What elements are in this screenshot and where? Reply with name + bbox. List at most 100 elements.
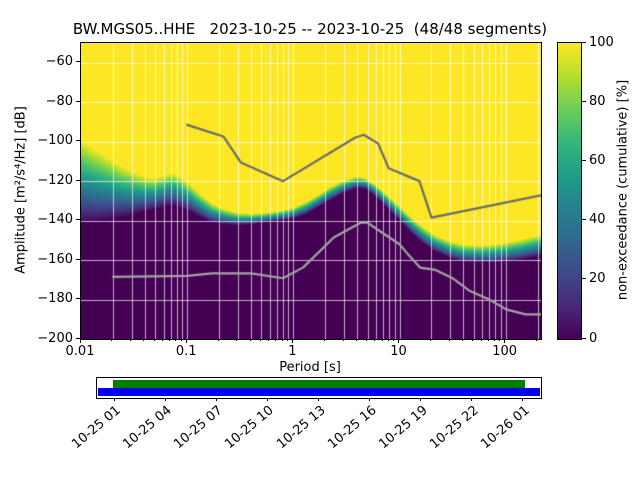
coverage-extent-bar [98, 388, 540, 396]
x-minor-tick-mark [236, 339, 238, 341]
x-tick-mark [291, 339, 293, 343]
x-minor-tick-mark [275, 339, 277, 341]
x-minor-tick-mark [162, 339, 164, 341]
x-minor-tick-mark [259, 339, 261, 341]
x-minor-tick-mark [366, 339, 368, 341]
y-tick-mark [76, 140, 80, 142]
x-minor-tick-mark [536, 339, 538, 341]
colorbar-tick-label: 40 [589, 212, 606, 228]
time-tick-label: 10-25 07 [171, 403, 226, 453]
colorbar-gradient [557, 42, 582, 340]
time-tick-mark [420, 398, 422, 401]
x-minor-tick-mark [268, 339, 270, 341]
x-minor-tick-mark [175, 339, 177, 341]
colorbar-tick-mark [582, 278, 586, 280]
x-minor-tick-mark [111, 339, 113, 341]
y-tick-label: −100 [37, 133, 73, 149]
x-tick-label: 0.01 [65, 344, 95, 359]
y-tick-label: −180 [37, 291, 73, 307]
colorbar-tick-label: 60 [589, 152, 606, 168]
time-tick-mark [318, 398, 319, 401]
x-minor-tick-mark [374, 339, 376, 341]
coverage-data-bar [113, 380, 525, 388]
x-minor-tick-mark [493, 339, 495, 341]
y-tick-mark [76, 258, 80, 260]
x-tick-label: 0.1 [175, 344, 197, 359]
x-minor-tick-mark [180, 339, 182, 341]
time-tick-label: 10-26 01 [478, 403, 533, 453]
y-tick-mark [76, 100, 80, 102]
x-minor-tick-mark [217, 339, 219, 341]
colorbar-tick-label: 100 [589, 34, 614, 50]
colorbar-tick-label: 20 [589, 271, 606, 287]
time-tick-mark [471, 398, 473, 401]
y-tick-mark [76, 179, 80, 181]
y-tick-mark [76, 61, 80, 63]
x-minor-tick-mark [472, 339, 474, 341]
time-tick-mark [266, 398, 268, 401]
time-tick-label: 10-25 13 [273, 403, 329, 453]
y-tick-label: −140 [37, 212, 73, 228]
x-minor-tick-mark [381, 339, 383, 341]
y-tick-label: −80 [45, 93, 73, 109]
time-tick-mark [164, 398, 166, 401]
x-minor-tick-mark [286, 339, 288, 341]
y-tick-label: −160 [37, 251, 73, 267]
x-minor-tick-mark [249, 339, 251, 341]
x-tick-mark [398, 339, 400, 343]
colorbar-tick-label: 0 [589, 330, 598, 346]
x-minor-tick-mark [461, 339, 463, 341]
x-minor-tick-mark [281, 339, 283, 341]
x-minor-tick-mark [323, 339, 325, 341]
time-tick-label: 10-25 10 [222, 403, 278, 453]
time-tick-mark [369, 398, 371, 401]
time-tick-mark [215, 398, 217, 401]
colorbar-tick-mark [582, 41, 586, 43]
y-tick-label: −200 [37, 330, 73, 346]
x-tick-mark [504, 339, 506, 343]
time-tick-mark [522, 398, 524, 401]
x-minor-tick-mark [355, 339, 357, 341]
x-minor-tick-mark [342, 339, 344, 341]
x-tick-mark [185, 339, 187, 343]
x-axis-label: Period [s] [279, 360, 341, 375]
x-minor-tick-mark [153, 339, 155, 341]
time-tick-label: 10-25 22 [427, 403, 482, 453]
y-axis-label: Amplitude [m²/s⁴/Hz] [dB] [13, 106, 29, 274]
coverage-box [96, 377, 542, 399]
plot-title: BW.MGS05..HHE 2023-10-25 -- 2023-10-25 (… [72, 20, 548, 38]
x-minor-tick-mark [393, 339, 395, 341]
y-tick-mark [76, 337, 80, 339]
x-minor-tick-mark [387, 339, 389, 341]
colorbar-tick-mark [582, 337, 586, 339]
x-minor-tick-mark [499, 339, 501, 341]
x-tick-label: 10 [390, 344, 407, 359]
x-minor-tick-mark [429, 339, 431, 341]
x-minor-tick-mark [448, 339, 450, 341]
y-tick-mark [76, 298, 80, 300]
time-tick-mark [113, 398, 115, 401]
y-tick-label: −60 [45, 54, 73, 70]
x-minor-tick-mark [143, 339, 145, 341]
plot-area [80, 42, 542, 340]
x-minor-tick-mark [169, 339, 171, 341]
x-tick-mark [79, 339, 81, 343]
x-minor-tick-mark [480, 339, 482, 341]
colorbar-tick-label: 80 [589, 93, 606, 109]
y-tick-mark [76, 219, 80, 221]
time-tick-label: 10-25 01 [69, 403, 124, 453]
x-tick-label: 100 [492, 344, 518, 359]
colorbar-tick-mark [582, 100, 586, 102]
time-tick-label: 10-25 16 [324, 403, 380, 453]
time-tick-label: 10-25 04 [120, 403, 175, 453]
colorbar-tick-mark [582, 159, 586, 161]
ppsd-heatmap-canvas [81, 43, 541, 339]
colorbar-tick-mark [582, 219, 586, 221]
x-minor-tick-mark [130, 339, 132, 341]
x-tick-label: 1 [288, 344, 297, 359]
colorbar-label: non-exceedance (cumulative) [%] [615, 79, 631, 301]
x-minor-tick-mark [487, 339, 489, 341]
time-tick-label: 10-25 19 [375, 403, 431, 453]
y-tick-label: −120 [37, 172, 73, 188]
